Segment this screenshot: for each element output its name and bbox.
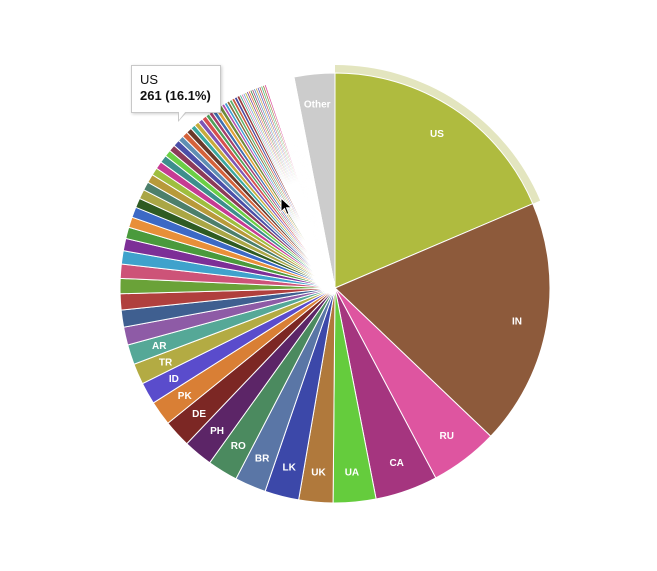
- pie-slice-in[interactable]: [334, 203, 551, 437]
- slice-label-tr: TR: [159, 357, 173, 368]
- slice-label-de: DE: [192, 409, 206, 420]
- highlight-ring: [335, 65, 541, 204]
- tooltip-tail-inner: [179, 111, 186, 120]
- mouse-cursor-icon: [280, 197, 293, 216]
- slice-label-ua: UA: [345, 468, 359, 479]
- tooltip-country: US: [140, 72, 159, 87]
- slice-label-in: IN: [512, 316, 522, 327]
- slice-label-ar: AR: [152, 341, 167, 352]
- slice-label-us: US: [430, 129, 444, 140]
- slice-label-ro: RO: [231, 441, 246, 452]
- slice-label-ph: PH: [210, 426, 224, 437]
- pie-slice[interactable]: [292, 76, 336, 289]
- slice-label-ru: RU: [440, 431, 454, 442]
- slice-label-pk: PK: [178, 391, 193, 402]
- tooltip-value: 261 (16.1%): [140, 88, 211, 103]
- slice-label-ca: CA: [389, 458, 403, 469]
- pie-slices: [119, 65, 551, 504]
- slice-label-lk: LK: [282, 463, 296, 474]
- slice-label-id: ID: [169, 374, 179, 385]
- pie-labels: Other US IN RU CA UA UK LK BR RO PH DE PK ID TR AR: [152, 99, 522, 478]
- slice-tooltip: US 261 (16.1%): [131, 65, 221, 113]
- pie-slice-us[interactable]: [334, 72, 534, 289]
- slice-label-uk: UK: [311, 468, 326, 479]
- slice-label-other: Other: [304, 99, 331, 110]
- slice-label-br: BR: [255, 453, 270, 464]
